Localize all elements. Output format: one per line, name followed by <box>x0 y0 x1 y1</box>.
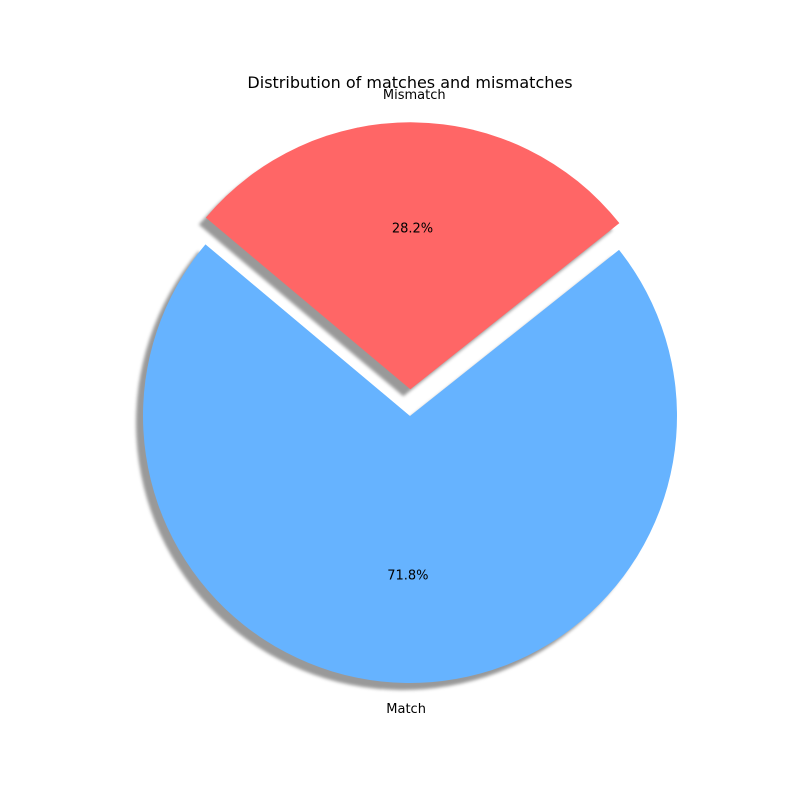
slice-label-mismatch: Mismatch <box>383 88 446 103</box>
chart-title: Distribution of matches and mismatches <box>247 73 572 92</box>
slice-percent-match: 71.8% <box>387 569 428 584</box>
label-layer: Match 71.8% Mismatch 28.2% <box>383 88 446 717</box>
slice-label-match: Match <box>386 702 426 717</box>
pie-slice-mismatch <box>205 122 620 390</box>
slice-percent-mismatch: 28.2% <box>392 222 433 237</box>
slice-layer <box>143 122 677 683</box>
pie-slice-match <box>143 244 677 683</box>
